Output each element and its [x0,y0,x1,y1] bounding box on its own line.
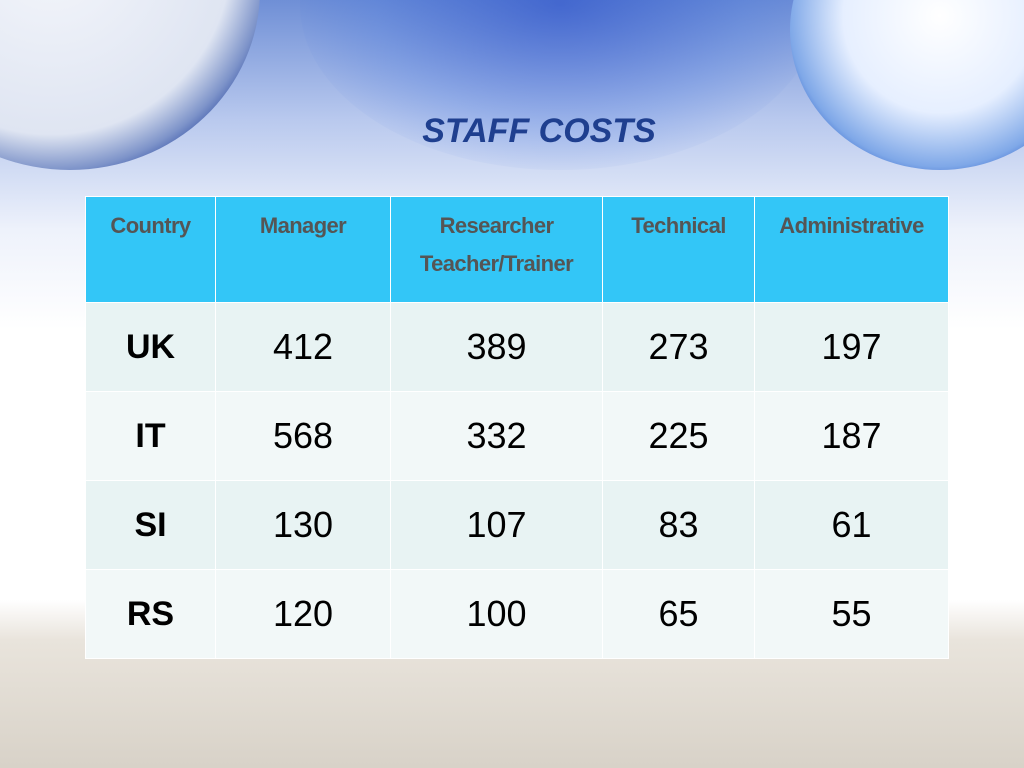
country-cell: SI [85,480,216,570]
country-cell: UK [85,302,216,392]
header-row: Country Manager Researcher Teacher/Trainer T… [85,196,949,303]
value-cell: 412 [215,302,391,392]
value-cell: 187 [754,391,949,481]
table-body: UK 412 389 273 197 IT 568 332 225 187 SI 130 107 83 61… [85,302,949,659]
header-text: Manager [259,213,347,238]
value-cell: 197 [754,302,949,392]
staff-costs-table: Country Manager Researcher Teacher/Trainer T… [85,196,949,659]
table-row: UK 412 389 273 197 [85,302,949,392]
header-cell: Manager [215,196,391,303]
value-cell: 225 [602,391,755,481]
value-cell: 83 [602,480,755,570]
header-text: Researcher [439,213,554,238]
table-row: IT 568 332 225 187 [85,391,949,481]
header-text: Administrative [779,213,924,238]
value-cell: 55 [754,569,949,659]
value-cell: 65 [602,569,755,659]
table-row: RS 120 100 65 55 [85,569,949,659]
value-cell: 273 [602,302,755,392]
table-row: SI 130 107 83 61 [85,480,949,570]
value-cell: 568 [215,391,391,481]
header-text: Country [110,213,191,238]
header-cell: Technical [602,196,755,303]
country-cell: IT [85,391,216,481]
slide-title: STAFF COSTS [422,112,656,150]
value-cell: 120 [215,569,391,659]
value-cell: 107 [390,480,603,570]
value-cell: 130 [215,480,391,570]
header-text: Teacher/Trainer [419,251,574,276]
header-cell: Administrative [754,196,949,303]
header-cell: Country [85,196,216,303]
header-text: Technical [631,213,726,238]
country-cell: RS [85,569,216,659]
value-cell: 100 [390,569,603,659]
header-cell: Researcher Teacher/Trainer [390,196,603,303]
value-cell: 61 [754,480,949,570]
value-cell: 332 [390,391,603,481]
value-cell: 389 [390,302,603,392]
